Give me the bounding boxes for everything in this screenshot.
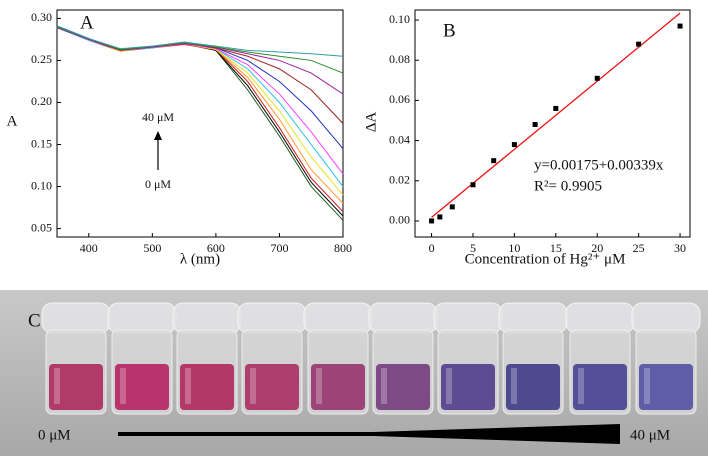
- y-tick-label: 0.30: [31, 10, 52, 24]
- y-tick-label: 0.06: [389, 92, 410, 106]
- vial-highlight: [446, 368, 452, 404]
- vial-highlight: [381, 368, 387, 404]
- vial-cap: [631, 302, 701, 334]
- vial-cap: [107, 302, 177, 334]
- x-tick-label: 800: [334, 241, 352, 255]
- annotation: 0 μM: [145, 177, 171, 191]
- x-tick-label: 500: [143, 241, 161, 255]
- x-tick-label: 5: [470, 241, 476, 255]
- data-point: [449, 204, 455, 210]
- y-tick-label: 0.02: [389, 173, 410, 187]
- y-tick-label: 0.00: [389, 213, 410, 227]
- spectrum-line: [56, 27, 344, 95]
- vial-liquid: [639, 364, 693, 410]
- x-tick-label: 15: [550, 241, 562, 255]
- x-axis-label: λ (nm): [180, 251, 220, 267]
- data-point: [677, 23, 683, 29]
- gradient-wedge: [373, 424, 620, 444]
- x-tick-label: 20: [591, 241, 603, 255]
- y-tick-label: 0.04: [389, 132, 410, 146]
- spectrum-line: [56, 25, 344, 217]
- y-axis-label: ΔA: [363, 112, 379, 133]
- y-tick-label: 0.10: [389, 12, 410, 26]
- data-point: [594, 75, 600, 81]
- spectrum-line: [56, 26, 344, 124]
- data-point: [553, 105, 559, 111]
- vial-highlight: [316, 368, 322, 404]
- panel-label: C: [28, 310, 41, 331]
- gradient-end: 40 μM: [630, 427, 670, 443]
- spectrum-line: [56, 26, 344, 74]
- vial-cap: [433, 302, 503, 334]
- r-squared: R²= 0.9905: [534, 178, 602, 194]
- panel-label: B: [443, 20, 456, 41]
- data-point: [470, 182, 476, 188]
- vial-liquid: [573, 364, 627, 410]
- gradient-bar: [118, 432, 373, 436]
- vial-liquid: [245, 364, 299, 410]
- vial-highlight: [250, 368, 256, 404]
- vial-cap: [237, 302, 307, 334]
- vial-cap: [303, 302, 373, 334]
- vial-cap: [368, 302, 438, 334]
- vial-highlight: [185, 368, 191, 404]
- y-axis-label: A: [7, 113, 18, 129]
- vial-highlight: [578, 368, 584, 404]
- vial-liquid: [441, 364, 495, 410]
- data-point: [636, 41, 642, 47]
- y-tick-label: 0.05: [31, 220, 52, 234]
- vial-liquid: [49, 364, 103, 410]
- photo: [0, 290, 708, 456]
- vial-highlight: [120, 368, 126, 404]
- data-point: [511, 142, 517, 148]
- data-point: [532, 122, 538, 128]
- vial-highlight: [644, 368, 650, 404]
- x-tick-label: 700: [270, 241, 288, 255]
- vial-cap: [41, 302, 111, 334]
- annotation: 40 μM: [142, 110, 174, 124]
- x-tick-label: 0: [429, 241, 435, 255]
- vial-cap: [498, 302, 568, 334]
- data-point: [429, 218, 435, 224]
- plot-frame: [414, 9, 691, 238]
- arrow-head: [154, 131, 162, 140]
- vial-liquid: [180, 364, 234, 410]
- vial-cap: [565, 302, 635, 334]
- spectrum-line: [56, 27, 344, 213]
- spectrum-line: [56, 27, 344, 187]
- y-tick-label: 0.08: [389, 52, 410, 66]
- vial-liquid: [506, 364, 560, 410]
- vial-cap: [172, 302, 242, 334]
- x-tick-label: 600: [207, 241, 225, 255]
- vial-highlight: [54, 368, 60, 404]
- x-tick-label: 10: [508, 241, 520, 255]
- equation: y=0.00175+0.00339x: [534, 157, 664, 173]
- spectrum-line: [56, 25, 344, 57]
- spectrum-line: [56, 26, 344, 221]
- data-point: [491, 158, 497, 164]
- panel-label: A: [80, 12, 94, 33]
- gradient-start: 0 μM: [38, 427, 71, 443]
- x-tick-label: 30: [674, 241, 686, 255]
- vial-liquid: [115, 364, 169, 410]
- y-tick-label: 0.25: [31, 52, 52, 66]
- x-tick-label: 400: [80, 241, 98, 255]
- y-tick-label: 0.20: [31, 94, 52, 108]
- x-axis-label: Concentration of Hg²⁺ μM: [465, 251, 626, 267]
- y-tick-label: 0.15: [31, 136, 52, 150]
- x-tick-label: 25: [633, 241, 645, 255]
- vial-liquid: [311, 364, 365, 410]
- vial-highlight: [511, 368, 517, 404]
- data-point: [437, 214, 443, 220]
- y-tick-label: 0.10: [31, 178, 52, 192]
- vial-liquid: [376, 364, 430, 410]
